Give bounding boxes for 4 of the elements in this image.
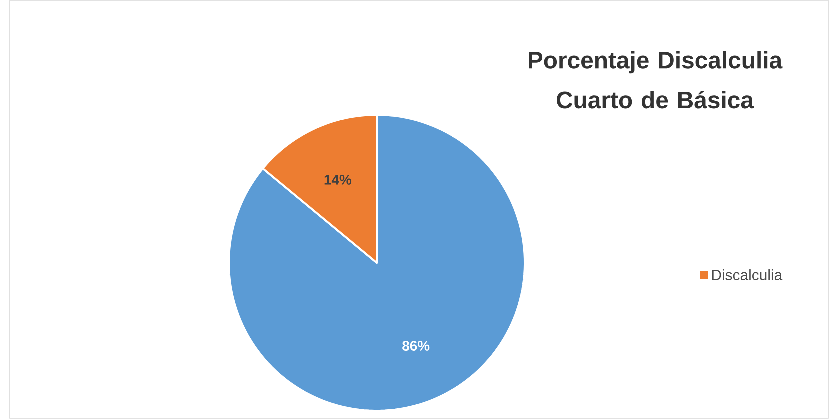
data-label: 14% (324, 175, 352, 185)
chart-title: Porcentaje Discalculia Cuarto de Básica (529, 51, 783, 109)
data-label: 86% (402, 341, 430, 351)
legend-label: Discalculia (712, 270, 783, 280)
